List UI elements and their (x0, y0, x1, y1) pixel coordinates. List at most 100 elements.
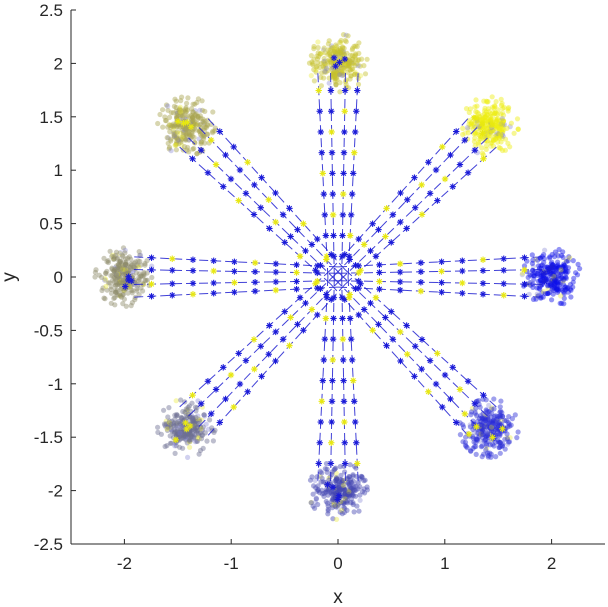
cluster-point (479, 416, 486, 423)
cluster-point (462, 439, 469, 445)
trajectory-marker (272, 357, 279, 365)
cluster-point (498, 121, 504, 127)
cluster-point (322, 61, 328, 67)
cluster-point (472, 410, 478, 416)
cluster-point (492, 418, 498, 424)
cluster-point (531, 273, 537, 279)
cluster-point (552, 276, 559, 282)
cluster-point (172, 443, 178, 449)
trajectory-marker (220, 364, 227, 371)
cluster-point (493, 422, 499, 428)
cluster-point (330, 495, 336, 501)
trajectory-marker (251, 181, 258, 189)
cluster-point (505, 424, 511, 430)
cluster-point (568, 287, 574, 293)
cluster-point (345, 476, 351, 482)
cluster-point (186, 429, 192, 435)
cluster-point (530, 267, 536, 273)
trajectory-marker (453, 419, 460, 426)
cluster-point (480, 429, 486, 435)
cluster-point (478, 429, 484, 435)
trajectory-marker (417, 268, 425, 275)
cluster-point (563, 269, 569, 275)
cluster-point (340, 48, 346, 54)
cluster-point (171, 429, 178, 435)
cluster-point (493, 119, 499, 125)
cluster-point (474, 109, 480, 115)
cluster-point (482, 423, 488, 429)
cluster-point (475, 118, 481, 124)
cluster-point (320, 479, 326, 485)
cluster-point (331, 49, 337, 55)
cluster-point (349, 56, 355, 62)
cluster-point (488, 111, 494, 117)
cluster-point (460, 125, 466, 131)
cluster-point (494, 118, 500, 124)
cluster-point (333, 81, 339, 87)
cluster-point (473, 97, 479, 103)
cluster-point (349, 485, 355, 491)
cluster-point (310, 61, 316, 67)
cluster-point (549, 287, 555, 293)
cluster-point (498, 412, 504, 418)
trajectory-marker (244, 159, 251, 166)
cluster-point (345, 491, 351, 497)
cluster-point (551, 272, 558, 278)
cluster-point (480, 152, 486, 158)
cluster-point (319, 475, 325, 481)
cluster-point (487, 418, 493, 424)
cluster-point (333, 476, 340, 482)
cluster-point (346, 59, 352, 66)
cluster-point (191, 435, 197, 441)
trajectory-marker (339, 232, 346, 239)
trajectory-marker (346, 232, 354, 239)
cluster-point (495, 107, 501, 113)
trajectory-marker (459, 290, 466, 297)
cluster-point (182, 433, 188, 440)
trajectory-marker (300, 327, 307, 334)
trajectory-marker (341, 128, 348, 136)
trajectory-marker (372, 294, 380, 301)
cluster-point (347, 491, 353, 497)
trajectory-marker (169, 267, 176, 274)
trajectory-marker (231, 279, 238, 286)
cluster-point (339, 69, 346, 76)
cluster-point (496, 444, 502, 451)
cluster-point (470, 426, 476, 432)
cluster-point (483, 447, 489, 453)
cluster-point (197, 430, 204, 436)
cluster-point (192, 418, 198, 424)
cluster-point (476, 116, 482, 122)
cluster-point (477, 438, 483, 444)
cluster-point (492, 439, 499, 445)
cluster-point (555, 262, 561, 268)
cluster-point (558, 286, 564, 292)
cluster-point (548, 278, 554, 284)
cluster-point (325, 51, 331, 58)
cluster-point (310, 503, 316, 509)
cluster-point (560, 281, 567, 287)
cluster-point (349, 47, 355, 53)
cluster-point (325, 503, 331, 509)
cluster-point (319, 470, 325, 476)
cluster-point (484, 433, 490, 439)
cluster-point (192, 432, 198, 438)
cluster-point (474, 414, 480, 420)
cluster-point (331, 71, 337, 77)
cluster-point (325, 486, 331, 493)
cluster-point (314, 474, 320, 480)
cluster-point (173, 422, 179, 428)
cluster-point (209, 425, 215, 431)
trajectory-marker (340, 170, 347, 177)
cluster-point (495, 439, 501, 445)
cluster-point (491, 137, 497, 143)
cluster-point (321, 490, 327, 496)
cluster-point (565, 285, 571, 291)
cluster-point (210, 438, 216, 444)
cluster-point (534, 293, 541, 299)
cluster-point (519, 270, 526, 276)
cluster-point (310, 491, 316, 497)
cluster-point (481, 416, 487, 422)
cluster-point (472, 135, 478, 141)
cluster-point (326, 57, 332, 63)
